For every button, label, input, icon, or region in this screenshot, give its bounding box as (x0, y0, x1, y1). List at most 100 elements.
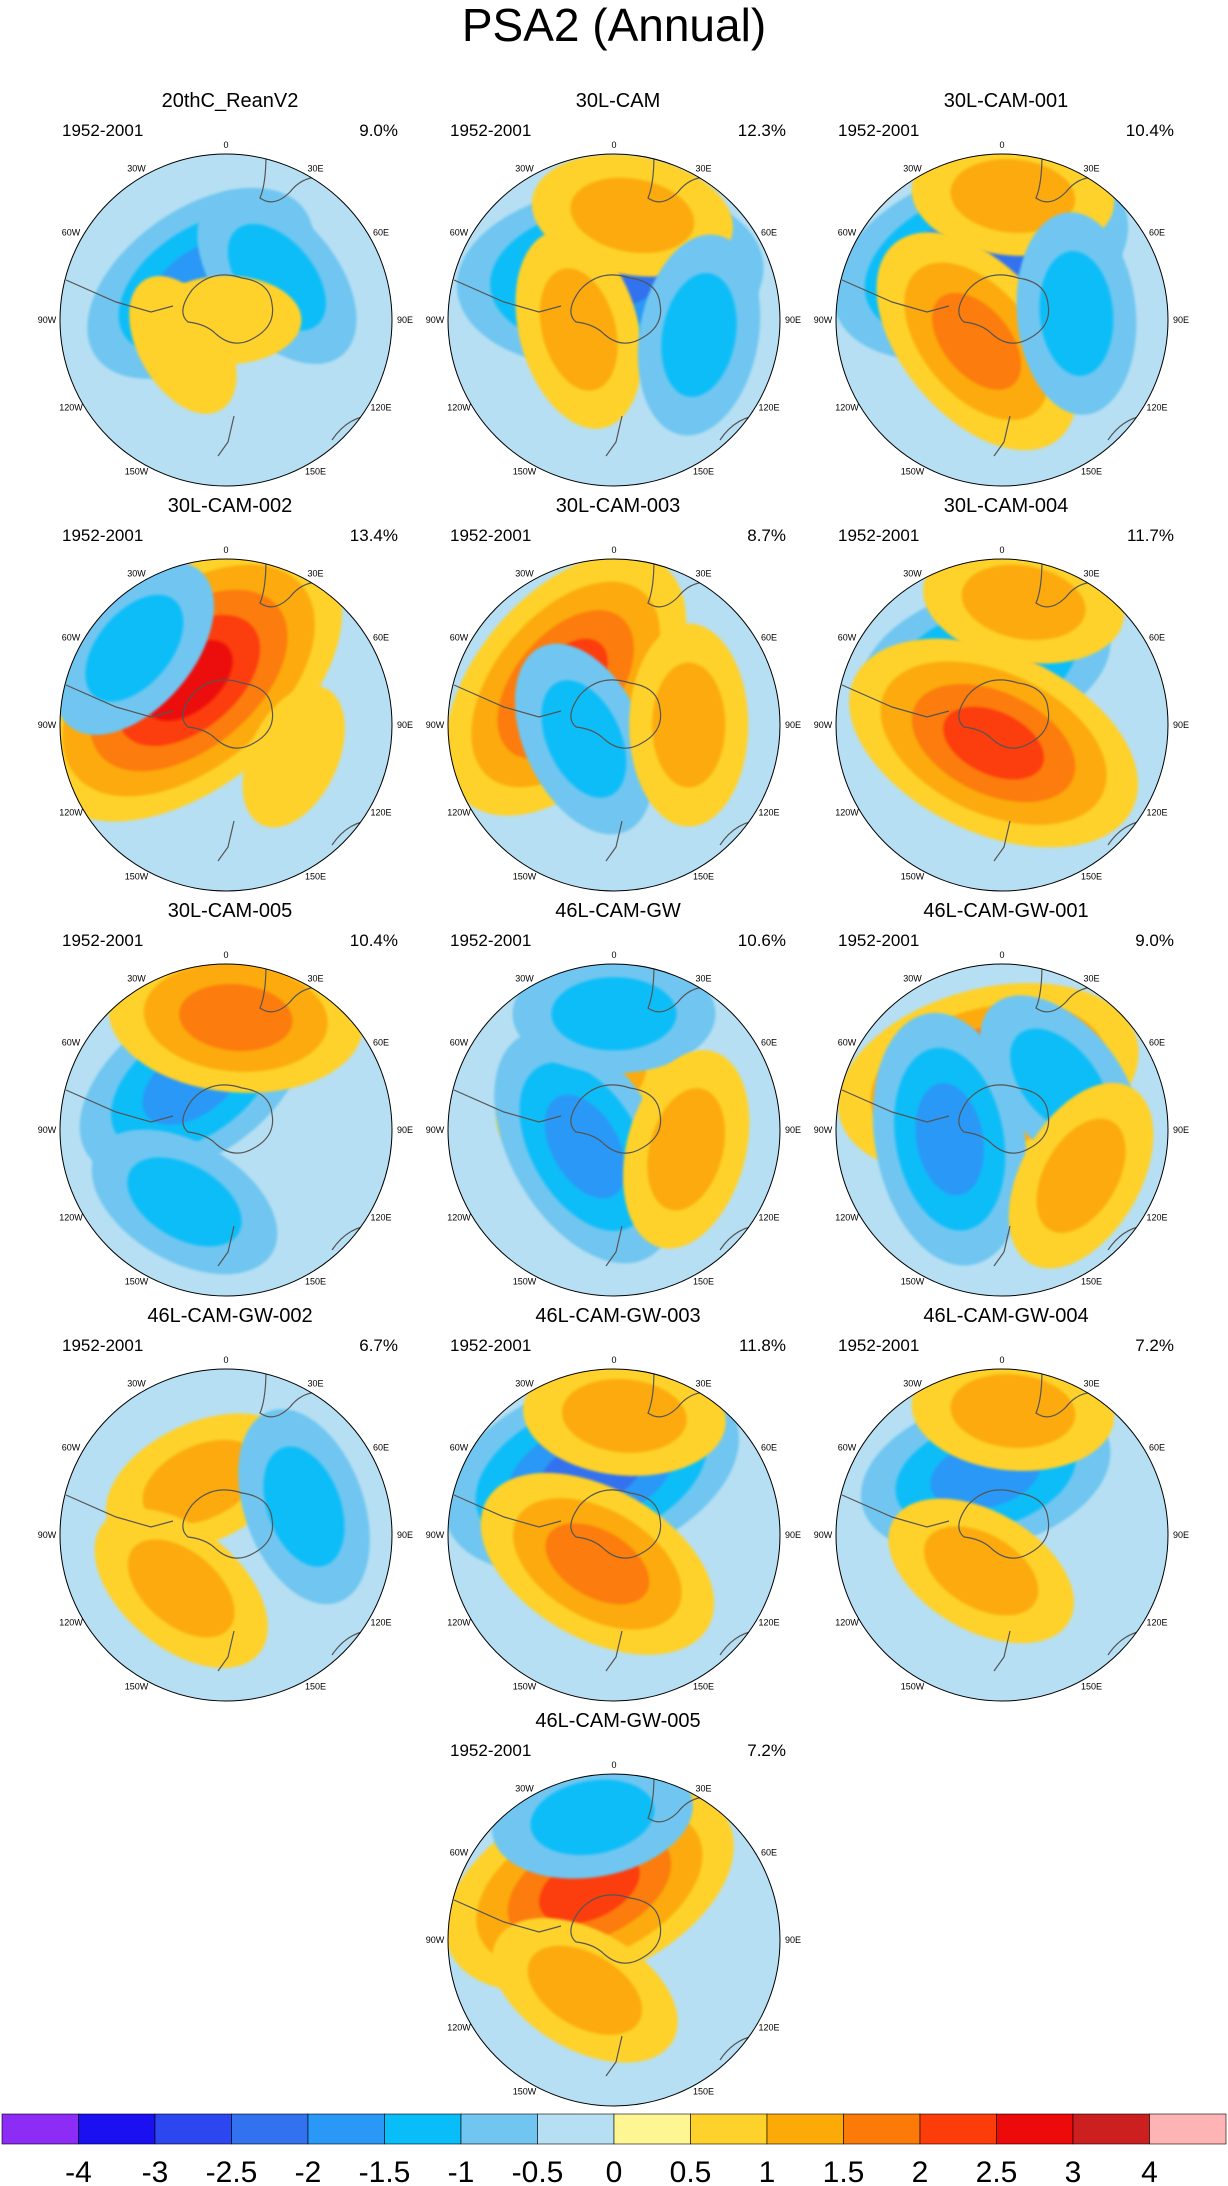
map-boundary (59, 558, 393, 892)
anomaly-contour-2-2 (545, 1523, 650, 1605)
longitude-label: 30E (1083, 1378, 1099, 1388)
longitude-label: 60W (62, 633, 81, 643)
panel-period: 1952-2001 (62, 121, 144, 140)
longitude-label: 30W (127, 163, 146, 173)
longitude-label: 60E (1149, 1038, 1165, 1048)
longitude-label: 150W (901, 1682, 925, 1692)
panel-period: 1952-2001 (62, 1336, 144, 1355)
longitude-label: 150E (305, 1277, 326, 1287)
panel-period: 1952-2001 (838, 931, 920, 950)
colorbar-level-label: 0.5 (670, 2156, 712, 2186)
longitude-label: 30W (515, 1783, 534, 1793)
colorbar-swatch (307, 2113, 385, 2145)
longitude-label: 150E (305, 872, 326, 882)
antarctica-coastline (570, 1084, 662, 1154)
longitude-label: 60E (761, 1848, 777, 1858)
south-america-coastline (453, 684, 562, 718)
panel-title: 46L-CAM-GW-001 (923, 900, 1089, 922)
longitude-label: 0 (999, 950, 1004, 960)
south-america-coastline (841, 1494, 950, 1528)
longitude-label: 30E (307, 973, 323, 983)
longitude-label: 120W (447, 1213, 471, 1223)
panel-variance: 10.6% (737, 931, 786, 950)
south-america-coastline (65, 1089, 174, 1123)
longitude-label: 90E (1173, 720, 1189, 730)
longitude-label: 90W (814, 720, 833, 730)
longitude-label: 120W (835, 1618, 859, 1628)
colorbar-level-label: 3 (1065, 2156, 1082, 2186)
colorbar-swatch (1072, 2113, 1150, 2145)
longitude-label: 150E (305, 467, 326, 477)
polar-map: 030E60E90E120E150E180150W120W90W60W30W (38, 1355, 413, 1702)
south-america-coastline (841, 684, 950, 718)
colorbar-level-label: -1 (448, 2156, 475, 2186)
map-boundary (835, 153, 1169, 487)
new-zealand-coastline (605, 2035, 623, 2077)
longitude-label: 90E (785, 315, 801, 325)
colorbar-level-label: -2 (295, 2156, 322, 2186)
polar-map: 030E60E90E120E150E180150W120W90W60W30W (426, 950, 801, 1297)
longitude-label: 120E (370, 1213, 391, 1223)
panel-period: 1952-2001 (62, 931, 144, 950)
longitude-label: 60W (838, 1443, 857, 1453)
longitude-label: 0 (611, 140, 616, 150)
anomaly-contour-2-0 (242, 685, 345, 828)
panel-period: 1952-2001 (838, 1336, 920, 1355)
longitude-label: 120E (1146, 1618, 1167, 1628)
longitude-label: 30W (127, 568, 146, 578)
longitude-label: 60E (761, 633, 777, 643)
anomaly-contour-1-2 (179, 984, 293, 1051)
colorbar-level-label: 1 (759, 2156, 776, 2186)
panel-title: 30L-CAM (575, 90, 661, 112)
polar-map: 030E60E90E120E150E180150W120W90W60W30W (38, 545, 413, 892)
polar-map: 030E60E90E120E150E180150W120W90W60W30W (426, 545, 801, 892)
panel-variance: 9.0% (1135, 931, 1174, 950)
longitude-label: 90E (785, 1935, 801, 1945)
antarctica-coastline (570, 274, 662, 344)
colorbar-swatch (231, 2113, 309, 2145)
longitude-label: 0 (223, 950, 228, 960)
map-panel: 46L-CAM-GW-005 1952-2001 7.2% 0 30E 60E 90E 120… (418, 1710, 818, 2110)
longitude-label: 150W (513, 1682, 537, 1692)
longitude-label: 90E (397, 720, 413, 730)
africa-coastline (647, 964, 715, 1013)
longitude-label: 90W (814, 315, 833, 325)
longitude-label: 120E (370, 808, 391, 818)
longitude-label: 0 (223, 140, 228, 150)
longitude-label: 120W (447, 403, 471, 413)
colorbar-level-label: -2.5 (206, 2156, 258, 2186)
longitude-label: 30E (1083, 163, 1099, 173)
longitude-label: 30W (127, 973, 146, 983)
map-boundary (447, 963, 781, 1297)
anomaly-contour-1-1 (541, 680, 627, 798)
polar-map: 030E60E90E120E150E180150W120W90W60W30W (814, 545, 1189, 892)
colorbar-swatch (766, 2113, 844, 2145)
longitude-label: 150E (1081, 1682, 1102, 1692)
new-zealand-coastline (217, 415, 235, 457)
figure-title: PSA2 (Annual) (461, 0, 767, 51)
anomaly-contour-2-1 (652, 662, 726, 788)
map-boundary (447, 1368, 781, 1702)
longitude-label: 120W (835, 403, 859, 413)
map-boundary (59, 1368, 393, 1702)
anomaly-contour-2-1 (551, 977, 677, 1051)
anomaly-contour-1-1 (85, 594, 184, 702)
new-zealand-coastline (993, 415, 1011, 457)
africa-coastline (647, 1774, 715, 1823)
panel-variance: 11.8% (739, 1336, 786, 1355)
polar-map: 030E60E90E120E150E180150W120W90W60W30W (426, 1760, 801, 2107)
polar-map: 030E60E90E120E150E180150W120W90W60W30W (426, 1355, 801, 1702)
longitude-label: 30W (515, 163, 534, 173)
panel-variance: 13.4% (349, 526, 398, 545)
panel-period: 1952-2001 (838, 121, 920, 140)
longitude-label: 150W (513, 1277, 537, 1287)
longitude-label: 60W (838, 1038, 857, 1048)
longitude-label: 150W (125, 1277, 149, 1287)
longitude-label: 60E (373, 1443, 389, 1453)
antarctica-coastline (182, 679, 274, 749)
anomaly-contour-3-1 (647, 1088, 726, 1211)
longitude-label: 60W (450, 1848, 469, 1858)
longitude-label: 60W (450, 1443, 469, 1453)
africa-coastline (259, 1369, 327, 1418)
longitude-label: 90W (426, 1530, 445, 1540)
